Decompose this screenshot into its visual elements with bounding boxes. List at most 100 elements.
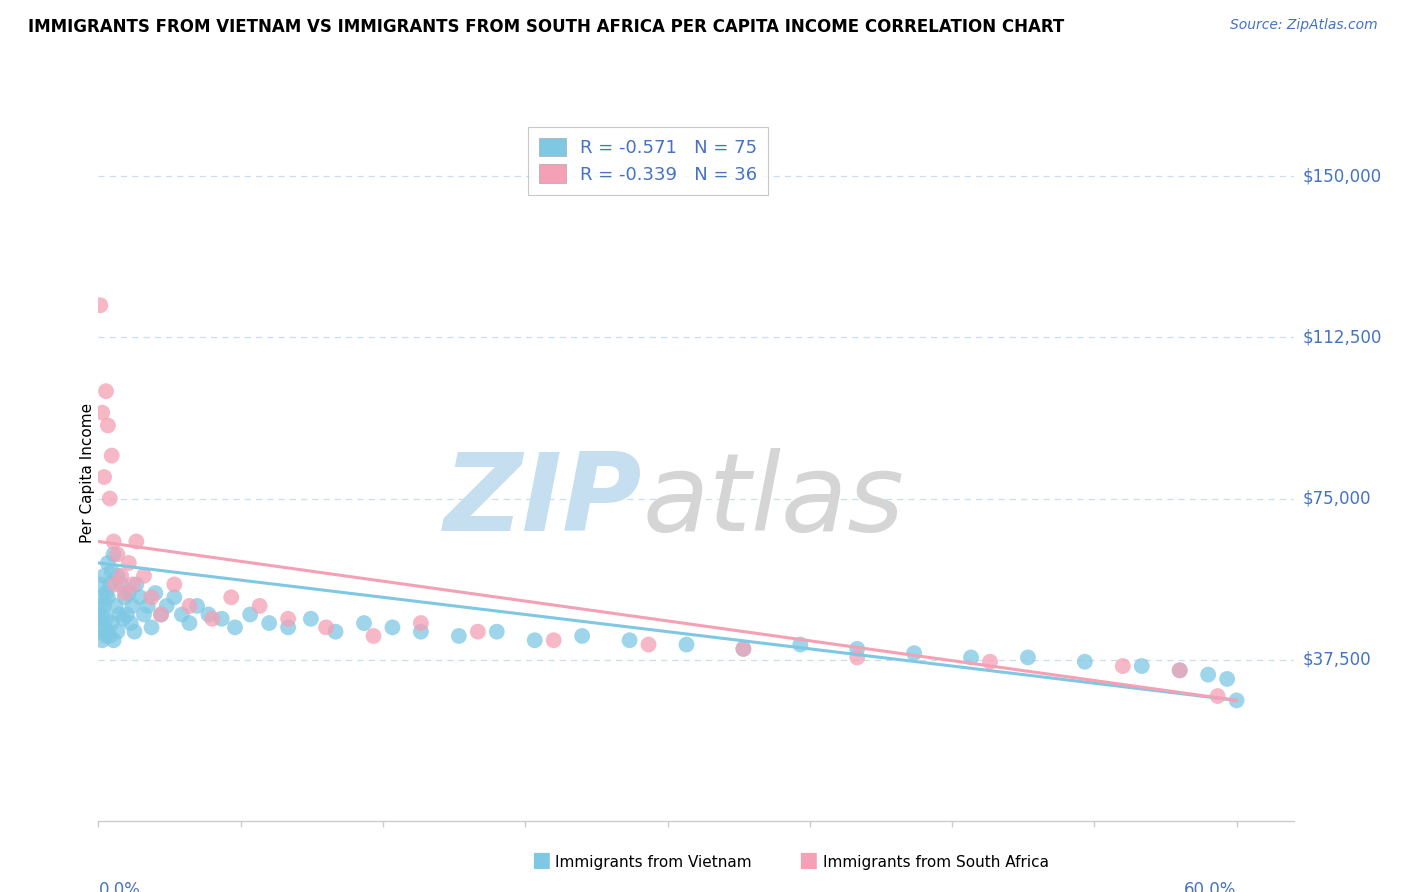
Point [105, 569, 128, 583]
Point [903, 646, 925, 660]
Point [89, 298, 111, 312]
Text: ■: ■ [531, 850, 551, 870]
Point [150, 607, 173, 622]
Point [97, 591, 120, 605]
Point [1197, 667, 1219, 681]
Point [179, 599, 201, 613]
Point [93, 599, 115, 613]
Point [118, 556, 141, 570]
Text: ■: ■ [799, 850, 818, 870]
Text: Source: ZipAtlas.com: Source: ZipAtlas.com [1230, 18, 1378, 32]
Point [150, 607, 173, 622]
Legend: R = -0.571   N = 75, R = -0.339   N = 36: R = -0.571 N = 75, R = -0.339 N = 36 [529, 127, 768, 194]
Point [114, 586, 136, 600]
Point [91, 591, 114, 605]
Point [94, 612, 117, 626]
Point [103, 534, 125, 549]
Text: atlas: atlas [643, 448, 904, 553]
Point [141, 620, 163, 634]
Point [104, 577, 127, 591]
Point [637, 638, 659, 652]
Point [91, 633, 114, 648]
Point [103, 547, 125, 561]
Point [170, 607, 193, 622]
Point [110, 577, 132, 591]
Text: IMMIGRANTS FROM VIETNAM VS IMMIGRANTS FROM SOUTH AFRICA PER CAPITA INCOME CORREL: IMMIGRANTS FROM VIETNAM VS IMMIGRANTS FR… [28, 18, 1064, 36]
Point [277, 612, 299, 626]
Point [93, 620, 115, 634]
Point [93, 470, 115, 484]
Point [543, 633, 565, 648]
Point [89, 577, 111, 591]
Point [105, 624, 128, 639]
Point [409, 624, 432, 639]
Point [110, 569, 132, 583]
Point [100, 616, 122, 631]
Point [118, 586, 141, 600]
Point [156, 599, 179, 613]
Text: $75,000: $75,000 [1303, 490, 1371, 508]
Point [960, 650, 983, 665]
Point [124, 624, 146, 639]
Point [94, 629, 117, 643]
Point [91, 406, 114, 420]
Point [789, 638, 811, 652]
Point [447, 629, 470, 643]
Text: Immigrants from South Africa: Immigrants from South Africa [823, 855, 1049, 870]
Point [277, 620, 299, 634]
Point [1112, 659, 1135, 673]
Point [114, 591, 136, 605]
Point [1130, 659, 1153, 673]
Y-axis label: Per Capita Income: Per Capita Income [80, 402, 94, 543]
Point [163, 577, 186, 591]
Point [1017, 650, 1039, 665]
Point [249, 599, 271, 613]
Point [363, 629, 385, 643]
Point [197, 607, 219, 622]
Point [467, 624, 489, 639]
Point [257, 616, 280, 631]
Point [94, 384, 117, 399]
Point [104, 599, 127, 613]
Point [97, 418, 120, 433]
Point [315, 620, 337, 634]
Point [100, 449, 122, 463]
Point [120, 616, 142, 631]
Point [89, 612, 111, 626]
Point [103, 633, 125, 648]
Point [136, 599, 159, 613]
Point [97, 624, 120, 639]
Point [143, 586, 166, 600]
Point [846, 650, 869, 665]
Point [108, 607, 131, 622]
Point [129, 591, 152, 605]
Point [409, 616, 432, 631]
Point [141, 591, 163, 605]
Point [733, 641, 755, 656]
Point [132, 607, 155, 622]
Point [125, 534, 148, 549]
Point [1216, 672, 1239, 686]
Point [97, 556, 120, 570]
Point [89, 599, 111, 613]
Point [1168, 663, 1191, 677]
Point [186, 599, 208, 613]
Point [91, 607, 114, 622]
Point [353, 616, 375, 631]
Point [163, 591, 186, 605]
Text: ZIP: ZIP [444, 448, 643, 554]
Point [239, 607, 262, 622]
Point [94, 586, 117, 600]
Point [98, 491, 121, 506]
Point [121, 599, 143, 613]
Text: $37,500: $37,500 [1303, 650, 1372, 669]
Point [1226, 693, 1249, 707]
Point [179, 616, 201, 631]
Point [121, 577, 143, 591]
Point [105, 547, 128, 561]
Point [211, 612, 233, 626]
Point [485, 624, 508, 639]
Point [112, 612, 135, 626]
Point [979, 655, 1001, 669]
Point [132, 569, 155, 583]
